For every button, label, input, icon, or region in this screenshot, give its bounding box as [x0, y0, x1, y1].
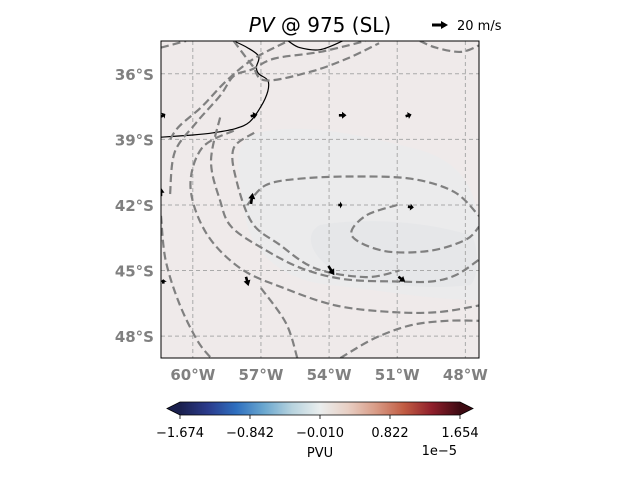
lat-tick-label: 42°S [115, 197, 154, 215]
lat-tick-label: 36°S [115, 66, 154, 84]
pv-contour [231, 131, 400, 279]
wind-arrow [327, 265, 335, 276]
colorbar-tick-label: −0.842 [226, 426, 274, 441]
wind-arrow-shape [397, 275, 406, 282]
wind-arrow-shape [161, 112, 166, 119]
colorbar-label: PVU [307, 446, 333, 461]
wind-arrow [338, 201, 343, 209]
colorbar-max-extension [460, 402, 473, 415]
colorbar-min-extension [167, 402, 180, 415]
longitude-tick-labels: 60°W 57°W 54°W 51°W 48°W [170, 366, 488, 384]
title-italic-part: PV [249, 13, 276, 37]
lon-tick-label: 51°W [375, 366, 420, 384]
wind-arrow-shape [405, 112, 412, 119]
wind-arrow [248, 192, 256, 205]
wind-arrow-shape [407, 203, 414, 211]
pv-contour [339, 319, 479, 358]
lon-tick-label: 54°W [307, 366, 352, 384]
colorbar-tick-label: −0.010 [296, 426, 344, 441]
wind-arrow [161, 112, 166, 119]
pv-contour [232, 41, 380, 82]
colorbar-tick-label: 0.822 [371, 426, 408, 441]
lon-tick-label: 57°W [238, 366, 283, 384]
map-frame [160, 40, 480, 359]
pv-contour [260, 287, 299, 358]
wind-arrow-shape [161, 279, 167, 284]
coastline [287, 41, 343, 51]
wind-arrow-shape [338, 111, 347, 119]
wind-arrow [243, 276, 251, 287]
chart-title: PV @ 975 (SL) [249, 13, 391, 37]
wind-arrow [338, 111, 347, 119]
pv-contour [161, 215, 212, 358]
colorbar: −1.674 −0.842 −0.010 0.822 1.654 PVU 1e−5 [156, 401, 479, 461]
colorbar-bar [180, 402, 460, 415]
lat-tick-label: 45°S [115, 263, 154, 281]
wind-arrow-layer [161, 111, 414, 287]
colorbar-tick-label: −1.674 [156, 426, 204, 441]
wind-arrow [405, 112, 412, 119]
pv-contour [169, 41, 366, 195]
wind-arrow-shape [338, 201, 343, 209]
lat-tick-label: 48°S [115, 328, 154, 346]
lat-tick-label: 39°S [115, 131, 154, 149]
colorbar-tick-label: 1.654 [441, 426, 478, 441]
pv-contour [169, 41, 289, 141]
wind-arrow-shape [250, 112, 258, 119]
colorbar-ticks: −1.674 −0.842 −0.010 0.822 1.654 [156, 415, 479, 441]
lon-tick-label: 48°W [443, 366, 488, 384]
wind-arrow-shape [243, 276, 251, 287]
wind-arrow-shape [327, 265, 335, 276]
pv-contour [209, 117, 479, 284]
map-panel [160, 40, 480, 359]
wind-arrow [397, 275, 406, 282]
colorbar-exponent: 1e−5 [422, 444, 457, 459]
wind-arrow [407, 203, 414, 211]
graticule [161, 41, 479, 358]
latitude-tick-labels: 36°S 39°S 42°S 45°S 48°S [115, 66, 154, 346]
quiver-key-label: 20 m/s [457, 19, 502, 34]
wind-arrow [250, 112, 258, 119]
pv-contour [189, 129, 479, 315]
title-rest-part: @ 975 (SL) [275, 13, 392, 37]
pv-contour [246, 175, 479, 217]
quiver-key-arrow-head [441, 21, 448, 29]
pv-contour [419, 41, 479, 54]
lon-tick-label: 60°W [170, 366, 215, 384]
wind-arrow-shape [248, 192, 256, 205]
wind-arrow [161, 279, 167, 284]
quiver-key: 20 m/s [432, 19, 502, 34]
